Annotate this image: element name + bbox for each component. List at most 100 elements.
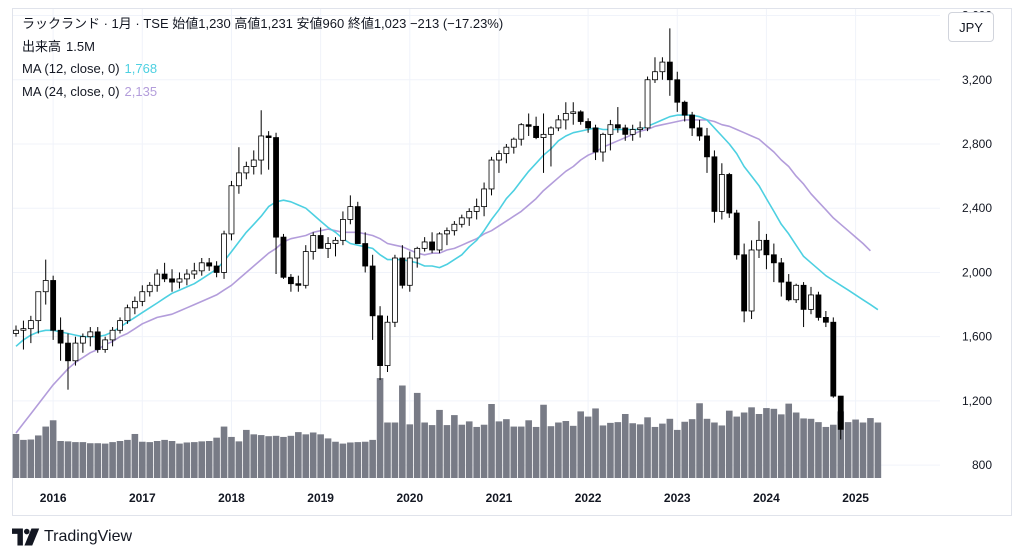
ma24-legend-label: MA (24, close, 0) (22, 84, 120, 99)
candle (258, 110, 265, 175)
candle (711, 150, 718, 223)
volume-bar (837, 411, 845, 478)
candle (837, 395, 844, 440)
candle-body (169, 278, 175, 283)
volume-bar (696, 403, 703, 478)
volume-bar (815, 422, 822, 478)
volume-bar (636, 424, 644, 478)
volume-bar (540, 404, 547, 478)
volume-bar (361, 441, 369, 478)
volume-bar (859, 422, 867, 478)
candle-body (50, 280, 57, 331)
candle (288, 274, 294, 292)
y-tick-label: 2,400 (962, 201, 992, 215)
ma12-legend-label: MA (12, close, 0) (22, 61, 120, 76)
candle (830, 317, 837, 398)
candle (50, 275, 57, 340)
candle (652, 57, 658, 83)
candle (600, 132, 606, 162)
candle (733, 209, 740, 260)
candle-body (503, 146, 510, 155)
volume-bar (168, 441, 176, 478)
volume-bar (399, 385, 406, 478)
candle (503, 143, 510, 164)
volume-bar (867, 418, 874, 478)
volume-legend-value: 1.5M (66, 39, 95, 54)
volume-bar (295, 432, 302, 478)
candle-body (562, 113, 569, 121)
candle-body (510, 138, 517, 148)
candle-body (198, 262, 205, 272)
candle (421, 237, 428, 252)
candle (451, 221, 458, 236)
volume-bar (592, 408, 599, 478)
candle (637, 121, 644, 138)
candle-body (518, 124, 525, 140)
ma12-legend[interactable]: MA (12, close, 0) 1,768 (22, 61, 157, 77)
volume-bar (191, 442, 198, 478)
candle (629, 124, 636, 141)
candle-body (191, 270, 198, 275)
candle (763, 233, 770, 270)
candle (518, 123, 525, 146)
volume-bar (176, 443, 183, 478)
ma24-legend[interactable]: MA (24, close, 0) 2,135 (22, 84, 157, 100)
candle-body (27, 320, 34, 330)
candle-body (124, 307, 131, 322)
candle-body (592, 127, 599, 153)
volume-bar (569, 425, 577, 478)
volume-bar (384, 422, 391, 478)
candle-body (317, 235, 324, 249)
volume-bar (822, 426, 830, 478)
candle (317, 227, 324, 249)
brand[interactable]: TradingView (12, 526, 132, 548)
candle-body (228, 185, 235, 235)
y-tick-label: 2,800 (962, 137, 992, 151)
volume-bar (332, 441, 339, 478)
candle (525, 113, 532, 136)
candle-body (302, 251, 309, 286)
candle (778, 258, 785, 297)
candle (362, 232, 369, 273)
x-tick-label: 2016 (40, 491, 67, 505)
candle-body (421, 241, 428, 249)
candle-body (600, 133, 606, 153)
candle-body (570, 111, 577, 114)
volume-bar (347, 442, 354, 478)
candle (644, 76, 651, 132)
volume-bar (101, 443, 109, 478)
candle-body (815, 294, 822, 318)
volume-bar (673, 429, 681, 478)
candle (540, 113, 547, 173)
volume-bar (436, 409, 443, 478)
volume-bar (584, 416, 592, 478)
volume-bar (287, 435, 295, 478)
candle (295, 275, 302, 292)
candle (770, 243, 777, 283)
volume-bar (488, 404, 495, 478)
x-tick-label: 2018 (218, 491, 245, 505)
candle-body (295, 283, 302, 286)
x-axis[interactable]: 2016 2017 2018 2019 2020 2021 2022 2023 2024 2025 (40, 491, 869, 505)
candle (562, 102, 569, 130)
candle (793, 283, 800, 303)
volume-bar (257, 435, 265, 478)
volume-bar (213, 437, 220, 478)
candle (741, 243, 748, 323)
candle-body (444, 230, 450, 235)
candle (614, 107, 621, 133)
volume-legend-label: 出来高 (22, 39, 62, 54)
candle-body (273, 137, 279, 238)
candle-body (131, 300, 138, 309)
candle-body (466, 211, 473, 219)
volume-bar (235, 441, 243, 478)
volume-bar (265, 436, 272, 478)
candle (607, 119, 614, 151)
candle-body (146, 284, 153, 293)
currency-button[interactable]: JPY (948, 12, 994, 42)
candle-body (659, 61, 666, 73)
candle-body (548, 127, 554, 135)
candle (822, 310, 829, 328)
